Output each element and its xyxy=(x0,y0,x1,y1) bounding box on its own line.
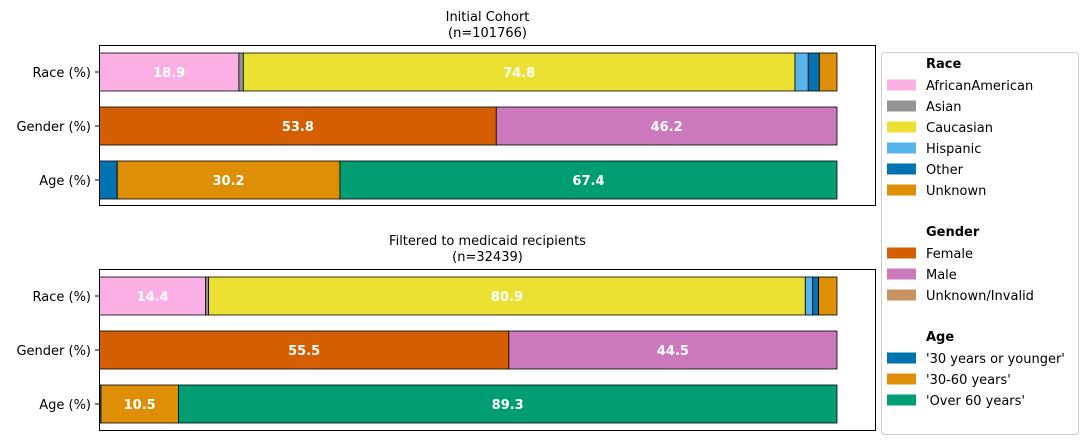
legend-entry-label: '30-60 years' xyxy=(926,373,1011,388)
legend-swatch xyxy=(887,394,916,406)
legend-swatch xyxy=(887,121,916,133)
bar-data-label: 10.5 xyxy=(124,398,156,413)
legend-entry-label: AfricanAmerican xyxy=(926,79,1033,94)
panel-title: Filtered to medicaid recipients xyxy=(389,234,586,249)
bar-segment xyxy=(238,52,244,92)
legend-entry-label: Caucasian xyxy=(926,121,993,136)
bar-data-label: 53.8 xyxy=(282,120,314,135)
panel-subtitle: (n=101766) xyxy=(448,26,527,41)
legend-swatch xyxy=(887,373,916,385)
bar-segment xyxy=(804,276,814,316)
axes-frame xyxy=(99,269,876,431)
bar-data-label: 46.2 xyxy=(651,120,683,135)
legend-entry-label: 'Over 60 years' xyxy=(926,394,1025,409)
bar-data-label: 44.5 xyxy=(657,344,689,359)
y-tick-label: Race (%) xyxy=(33,290,92,305)
bar-segment xyxy=(812,276,819,316)
legend-entry-label: Other xyxy=(926,163,964,178)
legend-entry-label: Unknown xyxy=(926,184,986,199)
bar-segment xyxy=(99,160,118,200)
y-tick-label: Race (%) xyxy=(33,66,92,81)
bar-segment xyxy=(205,276,210,316)
y-tick-label: Age (%) xyxy=(39,174,91,189)
legend-box xyxy=(881,52,1079,435)
bar-segment xyxy=(794,52,809,92)
legend-entry-label: Female xyxy=(926,247,973,262)
y-tick-label: Gender (%) xyxy=(16,120,91,135)
legend-swatch xyxy=(887,289,916,301)
bar-segment xyxy=(208,276,806,316)
bar-segment xyxy=(495,106,838,146)
bar-data-label: 55.5 xyxy=(288,344,320,359)
bar-segment xyxy=(818,276,838,316)
axes-frame xyxy=(99,45,876,206)
panel-subtitle: (n=32439) xyxy=(452,250,523,265)
bar-segment xyxy=(242,52,796,92)
legend-group-title: Age xyxy=(926,330,954,345)
legend-entry-label: '30 years or younger' xyxy=(926,352,1065,367)
bar-data-label: 74.8 xyxy=(503,66,535,81)
legend-entry-label: Hispanic xyxy=(926,142,981,157)
legend-entry-label: Unknown/Invalid xyxy=(926,289,1034,304)
bar-data-label: 80.9 xyxy=(491,290,523,305)
bar-segment xyxy=(508,330,838,370)
legend-entry-label: Asian xyxy=(926,100,961,115)
bar-segment xyxy=(339,160,838,200)
bar-segment xyxy=(178,384,838,424)
bar-segment xyxy=(99,330,510,370)
legend-group-title: Race xyxy=(926,57,961,72)
legend-swatch xyxy=(887,268,916,280)
legend-swatch xyxy=(887,79,916,91)
legend-swatch xyxy=(887,184,916,196)
bar-data-label: 67.4 xyxy=(572,174,604,189)
legend-swatch xyxy=(887,247,916,259)
legend-swatch xyxy=(887,100,916,112)
bar-segment xyxy=(818,52,838,92)
bar-segment xyxy=(100,384,179,424)
bar-data-label: 18.9 xyxy=(153,66,185,81)
legend-entry-label: Male xyxy=(926,268,957,283)
legend-swatch xyxy=(887,163,916,175)
bar-data-label: 89.3 xyxy=(492,398,524,413)
bar-segment xyxy=(807,52,820,92)
legend-swatch xyxy=(887,142,916,154)
bar-data-label: 30.2 xyxy=(213,174,245,189)
legend-group-title: Gender xyxy=(926,225,980,240)
legend-swatch xyxy=(887,352,916,364)
panel-title: Initial Cohort xyxy=(446,10,530,25)
y-tick-label: Gender (%) xyxy=(16,344,91,359)
bar-segment xyxy=(116,160,341,200)
bar-data-label: 14.4 xyxy=(137,290,169,305)
y-tick-label: Age (%) xyxy=(39,398,91,413)
